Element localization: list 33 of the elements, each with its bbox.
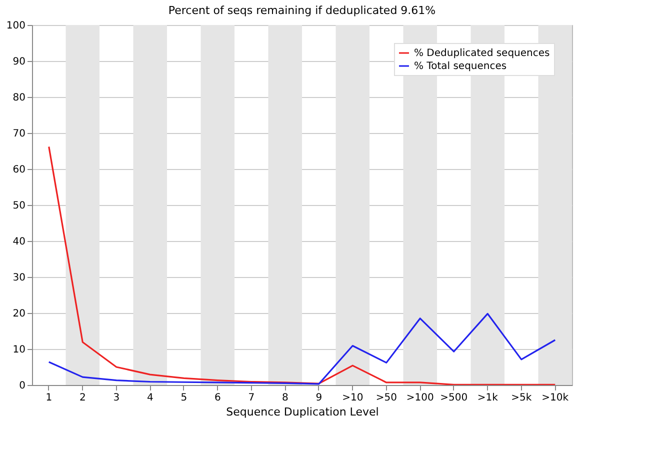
y-tick-label: 60 bbox=[12, 164, 26, 176]
line-series bbox=[48, 312, 556, 385]
x-tick-label: >50 bbox=[376, 392, 397, 404]
y-tick-label: 90 bbox=[12, 56, 26, 68]
x-tick-label: >100 bbox=[406, 392, 434, 404]
x-tick-label: 2 bbox=[79, 392, 86, 404]
legend-label: % Deduplicated sequences bbox=[414, 48, 550, 59]
x-tick-label: 3 bbox=[113, 392, 120, 404]
x-tick-label: >5k bbox=[511, 392, 532, 404]
x-tick-label: 5 bbox=[180, 392, 188, 404]
y-tick-label: 0 bbox=[19, 380, 26, 392]
y-tick-label: 30 bbox=[12, 272, 26, 284]
x-tick-label: >10 bbox=[342, 392, 364, 404]
y-tick-label: 20 bbox=[12, 308, 26, 320]
y-tick-label: 70 bbox=[12, 128, 26, 140]
x-tick-label: 8 bbox=[282, 392, 288, 404]
chart-title: Percent of seqs remaining if deduplicated 9.61% bbox=[168, 4, 436, 17]
x-tick-label: >1k bbox=[477, 392, 498, 404]
x-tick-label: 6 bbox=[214, 392, 221, 404]
y-tick-label: 10 bbox=[12, 344, 26, 356]
y-tick-label: 100 bbox=[6, 20, 26, 32]
x-tick-label: 4 bbox=[146, 392, 154, 404]
y-tick-label: 80 bbox=[12, 92, 26, 104]
legend-label: % Total sequences bbox=[414, 61, 507, 72]
x-tick-label: 9 bbox=[316, 392, 322, 404]
x-tick-label: >10k bbox=[542, 392, 569, 404]
x-tick-label: >500 bbox=[440, 392, 468, 404]
y-tick-label: 40 bbox=[12, 236, 26, 248]
x-axis-title: Sequence Duplication Level bbox=[226, 406, 379, 418]
line-series bbox=[48, 146, 556, 386]
x-tick-label: 1 bbox=[46, 392, 52, 404]
y-tick-label: 50 bbox=[12, 200, 26, 212]
x-tick-label: 7 bbox=[248, 392, 255, 404]
